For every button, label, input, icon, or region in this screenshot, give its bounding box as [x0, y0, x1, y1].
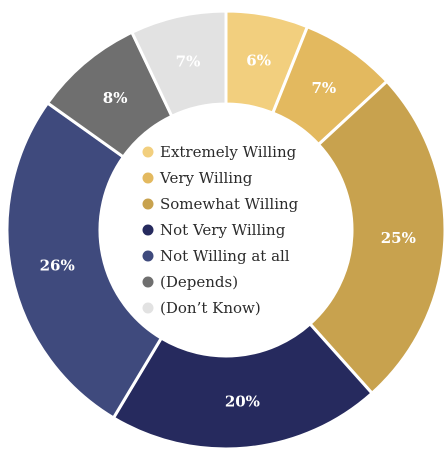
legend: Extremely Willing Very Willing Somewhat Wi… — [142, 143, 299, 317]
slice-label-very-willing: 7% — [311, 79, 336, 97]
slices — [5, 9, 446, 451]
legend-swatch-don-t-know — [142, 302, 154, 314]
legend-label-somewhat-willing: Somewhat Willing — [160, 195, 299, 213]
legend-label-very-willing: Very Willing — [159, 169, 253, 187]
slice-label-extremely-willing: 6% — [246, 52, 271, 70]
slice-label-somewhat-willing: 25% — [381, 229, 416, 247]
legend-swatch-depends — [142, 276, 154, 288]
legend-swatch-somewhat-willing — [142, 198, 154, 210]
slice-somewhat-willing — [307, 79, 446, 396]
slice-label-don-t-know: 7% — [176, 53, 201, 71]
legend-label-not-very-willing: Not Very Willing — [160, 221, 286, 239]
slice-not-willing-at-all — [5, 100, 164, 420]
slice-labels: 6% 7% 25% 20% 26% 8% 7% — [40, 52, 416, 411]
legend-swatch-not-willing-at-all — [142, 250, 154, 262]
legend-swatch-very-willing — [142, 172, 154, 184]
legend-label-don-t-know: (Don’t Know) — [160, 299, 261, 317]
legend-swatch-not-very-willing — [142, 224, 154, 236]
legend-swatch-extremely-willing — [142, 146, 154, 158]
slice-label-not-very-willing: 20% — [225, 393, 260, 411]
slice-label-not-willing-at-all: 26% — [40, 256, 75, 274]
slice-label-depends: 8% — [103, 89, 128, 107]
slice-don-t-know — [129, 9, 228, 119]
slice-not-very-willing — [111, 321, 375, 451]
legend-label-not-willing-at-all: Not Willing at all — [160, 247, 290, 265]
legend-label-depends: (Depends) — [160, 273, 238, 291]
legend-label-extremely-willing: Extremely Willing — [160, 143, 297, 161]
